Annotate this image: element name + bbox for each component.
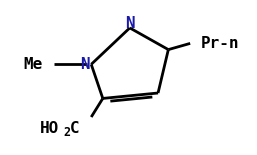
Text: N: N [80,57,90,72]
Text: C: C [69,121,79,136]
Text: N: N [125,16,135,31]
Text: Me: Me [24,57,43,72]
Text: 2: 2 [63,126,70,139]
Text: HO: HO [40,121,59,136]
Text: Pr-n: Pr-n [200,36,239,51]
